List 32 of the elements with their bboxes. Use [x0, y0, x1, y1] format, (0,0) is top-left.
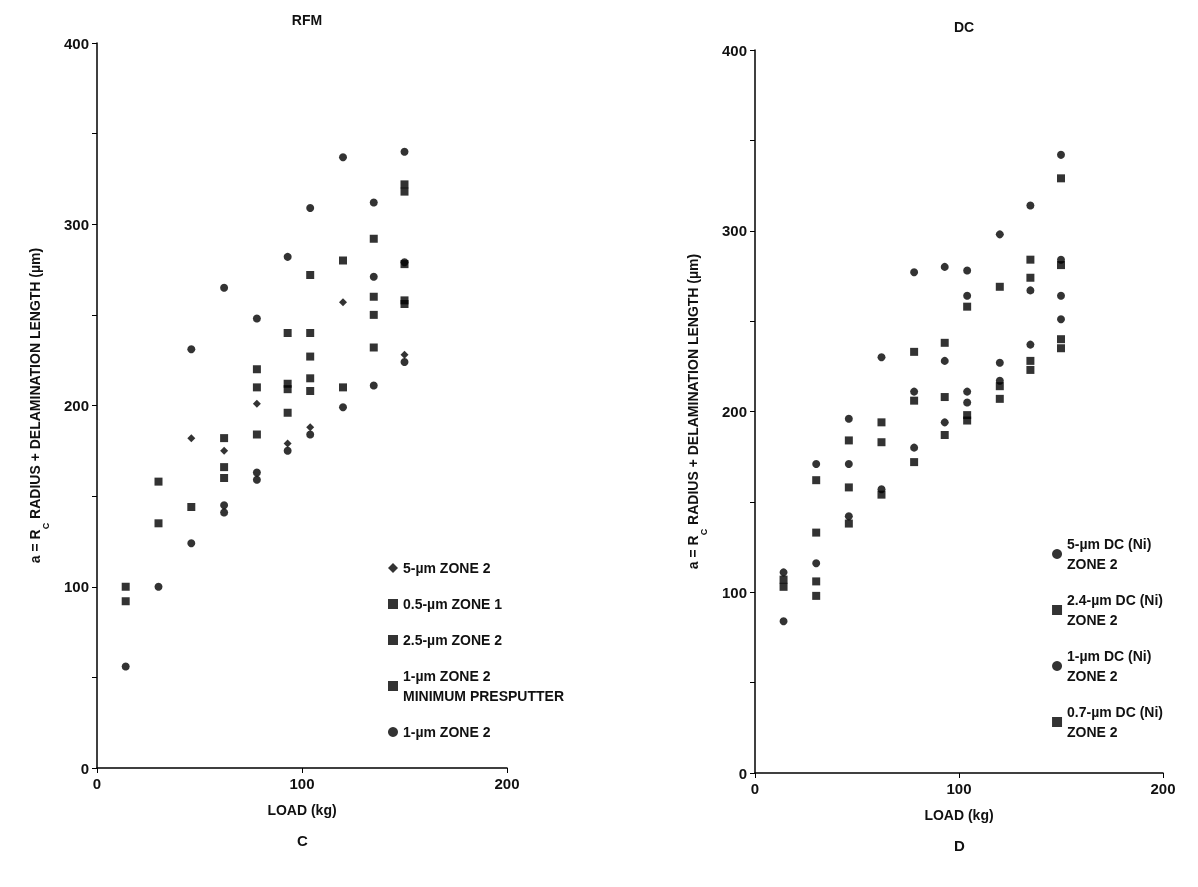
legend-label: 2.4-µm DC (Ni) ZONE 2 [1067, 592, 1164, 628]
y-axis-title: a = RC RADIUS + DELAMINATION LENGTH (µm) [685, 253, 709, 570]
x-tick-label: 200 [494, 775, 520, 792]
y-tick-label: 400 [721, 41, 747, 59]
x-tick-label: 0 [750, 780, 760, 797]
legend-label: 1-µm ZONE 2 [403, 724, 491, 740]
y-tick-label: 100 [63, 578, 89, 596]
x-tick-label: 0 [92, 775, 102, 792]
y-tick-label: 0 [80, 759, 89, 777]
x-axis-title: LOAD (kg) [267, 802, 337, 818]
text: D [954, 837, 965, 854]
y-axis-title: a = RC RADIUS + DELAMINATION LENGTH (µm) [27, 247, 51, 564]
legend-label: 0.5-µm ZONE 1 [403, 596, 503, 612]
x-tick-label: 200 [1150, 780, 1176, 797]
legend-label: 0.7-µm DC (Ni) ZONE 2 [1067, 704, 1164, 740]
x-tick-label: 100 [289, 775, 315, 792]
chart-title: DC [953, 19, 975, 35]
y-tick-label: 200 [63, 397, 89, 414]
y-tick-label: 200 [721, 403, 747, 420]
y-tick-label: 300 [721, 222, 747, 240]
y-tick-label: 100 [721, 583, 747, 601]
chart-title: RFM [291, 12, 323, 28]
legend-label: 1-µm DC (Ni) ZONE 2 [1067, 648, 1152, 684]
legend-label: 1-µm ZONE 2 MINIMUM PRESPUTTER [403, 668, 564, 704]
text: C [297, 832, 308, 849]
y-tick-label: 300 [63, 215, 89, 233]
legend-label: 5-µm DC (Ni) ZONE 2 [1067, 536, 1152, 572]
legend-label: 5-µm ZONE 2 [403, 560, 491, 576]
legend-label: 2.5-µm ZONE 2 [403, 632, 503, 648]
y-tick-label: 400 [63, 34, 89, 52]
x-axis-title: LOAD (kg) [924, 807, 994, 823]
x-tick-label: 100 [946, 780, 972, 797]
